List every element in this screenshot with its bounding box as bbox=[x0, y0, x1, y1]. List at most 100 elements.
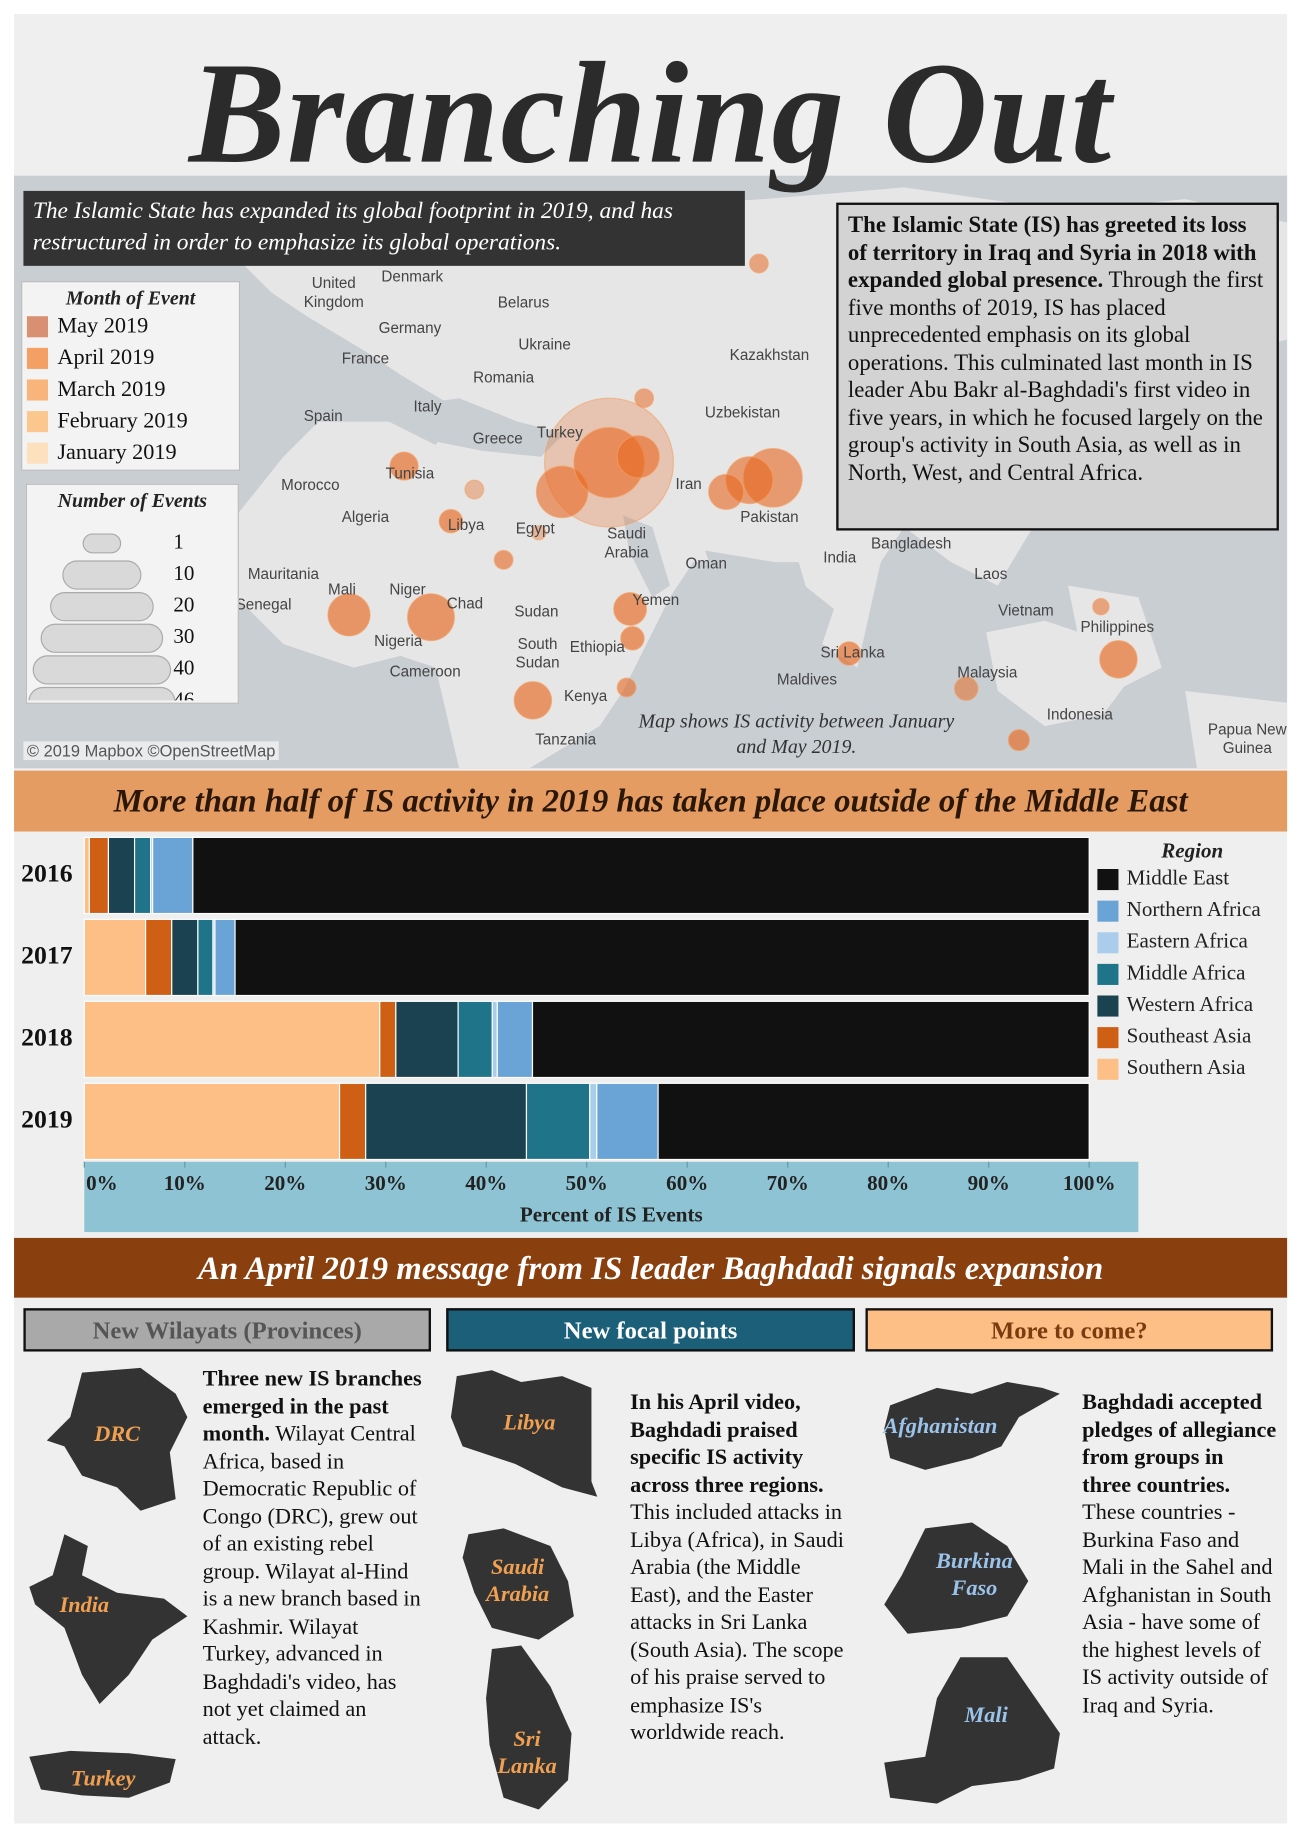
size-label: 46 bbox=[173, 687, 194, 700]
legend-swatch bbox=[26, 442, 49, 464]
panel-heading: New Wilayats (Provinces) bbox=[23, 1308, 431, 1352]
x-tick-label: 40% bbox=[465, 1171, 507, 1195]
event-bubble bbox=[836, 641, 862, 666]
map-label: South Sudan bbox=[515, 634, 560, 672]
map-label: Mauritania bbox=[247, 565, 319, 583]
legend-swatch bbox=[1097, 869, 1119, 891]
bar-segment bbox=[338, 1082, 367, 1161]
map-label: Algeria bbox=[341, 507, 390, 526]
bar-segment bbox=[491, 1000, 498, 1079]
x-tick-label: 30% bbox=[365, 1171, 407, 1195]
map-label: Ethiopia bbox=[569, 637, 625, 656]
map-label: Spain bbox=[303, 406, 343, 425]
size-label: 20 bbox=[173, 593, 194, 617]
bar-segment bbox=[214, 918, 236, 997]
event-bubble bbox=[531, 525, 547, 541]
size-swatch bbox=[62, 560, 142, 590]
legend-swatch bbox=[26, 347, 49, 369]
legend-items: May 2019 April 2019 March 2019 February 201… bbox=[22, 310, 239, 468]
map-label: Uzbekistan bbox=[704, 403, 781, 422]
legend-swatch bbox=[26, 378, 49, 400]
country-shapes bbox=[29, 1367, 1060, 1810]
bar-segment bbox=[152, 836, 194, 915]
panel-text: Three new IS branches emerged in the pas… bbox=[203, 1366, 426, 1751]
event-bubble bbox=[707, 473, 745, 511]
panel-heading: New focal points bbox=[446, 1308, 855, 1352]
shape-afghanistan bbox=[884, 1381, 1060, 1470]
map-label: Iran bbox=[675, 474, 702, 493]
map-note: Map shows IS activity between January an… bbox=[638, 709, 955, 758]
event-bubble bbox=[616, 677, 637, 698]
legend-swatch bbox=[26, 410, 49, 432]
bar-chart: 2016 2017 2018 2019 0% 10% 20% 30% 40% 50% 60% 70% 8… bbox=[21, 836, 1261, 1233]
legend-label: May 2019 bbox=[57, 313, 149, 338]
map-label: France bbox=[341, 349, 390, 368]
legend-swatch bbox=[26, 315, 49, 337]
sea bbox=[623, 515, 670, 598]
bar-segment bbox=[365, 1082, 528, 1161]
map-label: Greece bbox=[472, 429, 523, 447]
shape-turkey bbox=[29, 1750, 176, 1798]
map-label: Libya bbox=[447, 515, 485, 534]
size-legend: Number of Events 1 10 20 30 40 46 bbox=[25, 483, 239, 717]
shape-libya bbox=[450, 1370, 598, 1497]
shape-label: Libya bbox=[503, 1410, 556, 1436]
legend-swatch bbox=[1097, 995, 1119, 1017]
event-bubble bbox=[613, 592, 648, 626]
panel-lead: In his April video, Baghdadi praised spe… bbox=[630, 1390, 824, 1498]
bar-segment bbox=[525, 1082, 591, 1161]
map-label: Indonesia bbox=[1046, 705, 1113, 724]
bar-segment bbox=[83, 1000, 381, 1079]
legend-swatch bbox=[1097, 1058, 1119, 1080]
event-bubble bbox=[1007, 729, 1031, 752]
map-label: Italy bbox=[413, 397, 442, 416]
legend-label: April 2019 bbox=[57, 344, 155, 370]
bar-segment bbox=[145, 918, 173, 997]
x-tick-label: 0% bbox=[86, 1171, 118, 1195]
subtitle: The Islamic State has expanded its globa… bbox=[23, 190, 745, 266]
y-tick-label: 2019 bbox=[21, 1104, 73, 1133]
title: Branching Out bbox=[188, 32, 1113, 194]
x-tick-label: 100% bbox=[1063, 1171, 1116, 1195]
event-bubble bbox=[493, 549, 514, 570]
map-label: Romania bbox=[473, 368, 535, 386]
panel-body: This included attacks in Libya (Africa),… bbox=[630, 1500, 844, 1746]
legend-item: April 2019 bbox=[26, 342, 239, 374]
event-bubble bbox=[748, 253, 769, 274]
shape-drc bbox=[46, 1367, 188, 1511]
y-tick-label: 2017 bbox=[21, 940, 73, 969]
y-tick-label: 2018 bbox=[21, 1022, 73, 1051]
panel-lead: Three new IS branches emerged in the pas… bbox=[202, 1366, 422, 1447]
legend-label: February 2019 bbox=[57, 408, 188, 433]
legend-label: March 2019 bbox=[57, 376, 166, 402]
shape-label: Burkina Faso bbox=[936, 1549, 1013, 1601]
map-label: Laos bbox=[974, 565, 1008, 583]
legend-item: March 2019 bbox=[26, 374, 239, 406]
month-legend: Month of Event May 2019 April 2019 March 2… bbox=[21, 281, 241, 471]
map-label: Sri Lanka bbox=[820, 643, 885, 662]
callout-lead: The Islamic State (IS) has greeted its l… bbox=[847, 213, 1257, 293]
legend-label: January 2019 bbox=[57, 439, 177, 465]
legend-label: Eastern Africa bbox=[1127, 929, 1249, 953]
panel-text: In his April video, Baghdadi praised spe… bbox=[630, 1389, 853, 1747]
size-swatch bbox=[32, 655, 172, 685]
size-swatch bbox=[28, 686, 176, 717]
sea bbox=[377, 398, 565, 457]
legend-item: January 2019 bbox=[26, 437, 239, 469]
section-title: An April 2019 message from IS leader Bag… bbox=[14, 1237, 1288, 1298]
size-label: 10 bbox=[173, 561, 194, 585]
bar-segment bbox=[171, 918, 199, 997]
map-label: Bangladesh bbox=[870, 534, 952, 553]
event-bubble bbox=[535, 465, 589, 519]
land bbox=[1185, 690, 1288, 769]
map-label: Oman bbox=[685, 554, 727, 573]
event-bubble bbox=[620, 625, 645, 651]
event-bubble bbox=[1099, 640, 1138, 679]
map-label: Germany bbox=[378, 319, 442, 337]
size-label: 30 bbox=[173, 624, 194, 648]
map-label: Kenya bbox=[563, 686, 608, 705]
legend-label: Western Africa bbox=[1127, 992, 1254, 1016]
panel-lead: Baghdadi accepted pledges of allegiance … bbox=[1082, 1390, 1277, 1498]
event-bubble bbox=[438, 508, 464, 534]
